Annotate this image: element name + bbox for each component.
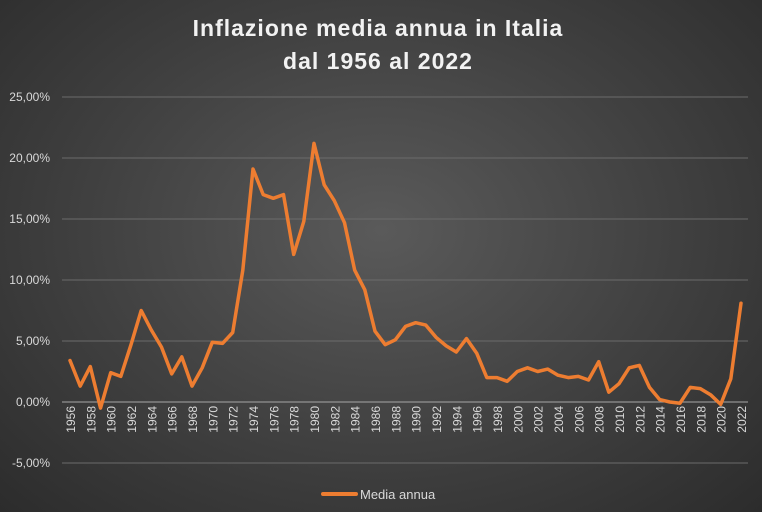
x-tick-label: 2000 (511, 406, 525, 433)
x-tick-label: 1972 (227, 406, 241, 433)
legend-label-media-annua: Media annua (360, 487, 436, 502)
y-tick-label: 25,00% (9, 90, 50, 104)
x-tick-label: 1996 (471, 406, 485, 433)
x-tick-label: 1964 (145, 406, 159, 433)
x-tick-label: 1992 (430, 406, 444, 433)
x-tick-label: 1958 (84, 406, 98, 433)
gridlines (62, 96, 748, 464)
x-tick-label: 1982 (328, 406, 342, 433)
chart-title-line-1: Inflazione media annua in Italia (193, 15, 564, 41)
series-lines (68, 141, 743, 410)
x-tick-label: 1990 (410, 406, 424, 433)
x-tick-label: 1976 (267, 406, 281, 433)
x-tick-label: 1984 (349, 406, 363, 433)
x-tick-label: 1960 (105, 406, 119, 433)
x-tick-label: 1998 (491, 406, 505, 433)
x-tick-label: 2004 (552, 406, 566, 433)
y-tick-label: 0,00% (16, 395, 50, 409)
x-tick-label: 1980 (308, 406, 322, 433)
x-tick-label: 1968 (186, 406, 200, 433)
x-tick-label: 2020 (715, 406, 729, 433)
x-tick-label: 2010 (613, 406, 627, 433)
x-tick-label: 1962 (125, 406, 139, 433)
legend: Media annua (321, 487, 436, 502)
x-tick-label: 1986 (369, 406, 383, 433)
x-tick-label: 2014 (654, 406, 668, 433)
x-tick-label: 2002 (532, 406, 546, 433)
x-tick-label: 1994 (450, 406, 464, 433)
x-tick-label: 2016 (674, 406, 688, 433)
x-tick-label: 1978 (288, 406, 302, 433)
y-tick-label: 15,00% (9, 212, 50, 226)
x-tick-label: 1970 (206, 406, 220, 433)
x-tick-label: 2006 (572, 406, 586, 433)
x-tick-label: 2008 (593, 406, 607, 433)
y-tick-label: -5,00% (12, 456, 50, 470)
x-axis: 1956 1958 1960 1962 1964 1966 1968 1970 1972 1974… (62, 401, 749, 433)
y-axis-tick-labels: 25,00% 20,00% 15,00% 10,00% 5,00% 0,00% -5,00% (9, 90, 50, 470)
x-tick-label: 1988 (389, 406, 403, 433)
y-tick-label: 10,00% (9, 273, 50, 287)
x-tick-label: 1974 (247, 406, 261, 433)
x-tick-label: 1956 (64, 406, 78, 433)
y-tick-label: 5,00% (16, 334, 50, 348)
y-tick-label: 20,00% (9, 151, 50, 165)
series-line-0 (68, 141, 743, 410)
x-tick-label: 2012 (633, 406, 647, 433)
x-tick-label: 1966 (166, 406, 180, 433)
chart-title-line-2: dal 1956 al 2022 (283, 48, 473, 74)
x-tick-label: 2018 (694, 406, 708, 433)
x-tick-label: 2022 (735, 406, 749, 433)
